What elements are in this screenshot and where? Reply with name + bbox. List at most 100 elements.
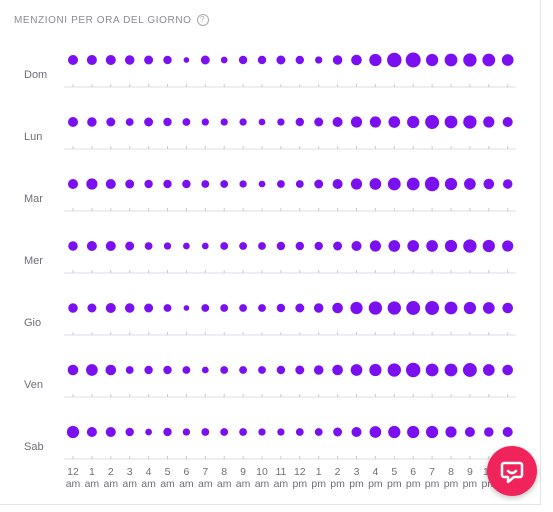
help-icon[interactable]: ? xyxy=(196,14,209,26)
dot-gio-16[interactable] xyxy=(368,301,383,315)
dot-ven-11[interactable] xyxy=(276,365,286,375)
dot-mar-20[interactable] xyxy=(444,177,458,191)
dot-sab-23[interactable] xyxy=(502,426,513,438)
dot-gio-17[interactable] xyxy=(387,301,401,315)
dot-sab-1[interactable] xyxy=(86,426,97,438)
dot-sab-12[interactable] xyxy=(295,428,304,436)
dot-lun-20[interactable] xyxy=(444,115,458,129)
dot-dom-22[interactable] xyxy=(482,53,496,67)
dot-lun-7[interactable] xyxy=(201,118,209,126)
dot-mar-17[interactable] xyxy=(387,177,401,191)
dot-dom-0[interactable] xyxy=(67,54,79,66)
dot-mar-6[interactable] xyxy=(182,179,191,189)
dot-lun-16[interactable] xyxy=(369,116,381,128)
dot-lun-1[interactable] xyxy=(87,117,97,127)
dot-mer-13[interactable] xyxy=(314,241,323,251)
dot-dom-7[interactable] xyxy=(200,55,210,65)
dot-lun-21[interactable] xyxy=(463,115,477,129)
dot-mer-8[interactable] xyxy=(220,242,229,250)
dot-mer-23[interactable] xyxy=(502,240,514,252)
dot-mer-21[interactable] xyxy=(463,239,477,253)
dot-dom-18[interactable] xyxy=(405,52,421,68)
dot-ven-16[interactable] xyxy=(369,363,382,377)
dot-mer-1[interactable] xyxy=(86,240,97,252)
dot-mer-5[interactable] xyxy=(163,242,172,250)
dot-dom-17[interactable] xyxy=(387,52,402,68)
dot-gio-9[interactable] xyxy=(239,304,248,312)
dot-gio-13[interactable] xyxy=(313,303,324,313)
dot-mar-13[interactable] xyxy=(314,179,324,189)
dot-ven-2[interactable] xyxy=(105,364,117,376)
dot-dom-9[interactable] xyxy=(238,55,248,65)
dot-lun-23[interactable] xyxy=(502,116,513,128)
dot-sab-17[interactable] xyxy=(388,425,401,439)
dot-gio-4[interactable] xyxy=(144,303,154,313)
dot-dom-6[interactable] xyxy=(183,57,190,63)
dot-lun-11[interactable] xyxy=(277,118,285,126)
dot-dom-12[interactable] xyxy=(295,55,304,65)
dot-mer-12[interactable] xyxy=(295,241,304,251)
dot-dom-23[interactable] xyxy=(501,54,514,66)
dot-mer-7[interactable] xyxy=(201,242,209,250)
dot-mer-2[interactable] xyxy=(105,240,116,252)
dot-mer-0[interactable] xyxy=(68,241,78,251)
dot-gio-19[interactable] xyxy=(425,301,440,315)
dot-lun-13[interactable] xyxy=(314,117,324,127)
dot-sab-9[interactable] xyxy=(239,428,248,436)
dot-mer-15[interactable] xyxy=(351,240,362,252)
dot-gio-20[interactable] xyxy=(444,301,458,315)
dot-gio-18[interactable] xyxy=(406,301,421,315)
dot-gio-0[interactable] xyxy=(68,303,78,313)
dot-sab-15[interactable] xyxy=(351,426,362,438)
dot-mer-9[interactable] xyxy=(239,242,248,250)
dot-dom-5[interactable] xyxy=(163,55,172,65)
dot-mer-18[interactable] xyxy=(407,240,420,252)
dot-mer-22[interactable] xyxy=(482,239,495,253)
dot-lun-4[interactable] xyxy=(144,117,154,127)
dot-mar-0[interactable] xyxy=(67,178,79,190)
dot-dom-19[interactable] xyxy=(425,53,439,67)
dot-gio-5[interactable] xyxy=(163,304,172,312)
dot-sab-19[interactable] xyxy=(425,425,439,439)
dot-mar-2[interactable] xyxy=(105,178,116,190)
dot-sab-11[interactable] xyxy=(277,428,285,436)
dot-mar-19[interactable] xyxy=(424,176,440,192)
dot-sab-20[interactable] xyxy=(445,426,457,438)
dot-dom-3[interactable] xyxy=(124,55,135,65)
dot-lun-15[interactable] xyxy=(350,116,363,128)
dot-lun-10[interactable] xyxy=(258,118,266,126)
dot-gio-14[interactable] xyxy=(332,302,343,314)
dot-ven-1[interactable] xyxy=(86,364,98,376)
dot-mar-11[interactable] xyxy=(276,180,285,188)
dot-lun-9[interactable] xyxy=(239,118,247,126)
dot-gio-6[interactable] xyxy=(183,305,190,311)
dot-ven-5[interactable] xyxy=(163,365,172,375)
dot-lun-0[interactable] xyxy=(67,116,79,128)
dot-ven-9[interactable] xyxy=(239,366,248,374)
dot-lun-17[interactable] xyxy=(388,116,401,128)
dot-mer-3[interactable] xyxy=(125,241,135,251)
dot-ven-6[interactable] xyxy=(182,366,191,374)
dot-sab-10[interactable] xyxy=(258,428,266,436)
dot-mer-11[interactable] xyxy=(276,241,286,251)
dot-sab-6[interactable] xyxy=(182,428,191,436)
dot-ven-8[interactable] xyxy=(220,366,229,374)
dot-sab-16[interactable] xyxy=(369,426,382,438)
dot-mar-16[interactable] xyxy=(369,178,382,190)
dot-dom-20[interactable] xyxy=(444,53,458,67)
dot-dom-1[interactable] xyxy=(86,54,97,66)
dot-mar-3[interactable] xyxy=(125,179,135,189)
dot-mer-17[interactable] xyxy=(388,240,401,252)
dot-mar-5[interactable] xyxy=(163,179,172,189)
dot-sab-2[interactable] xyxy=(105,426,116,438)
dot-sab-22[interactable] xyxy=(484,427,494,437)
dot-mar-22[interactable] xyxy=(483,178,495,190)
dot-ven-7[interactable] xyxy=(201,366,209,374)
chat-button[interactable] xyxy=(487,446,537,496)
dot-lun-3[interactable] xyxy=(125,118,134,126)
dot-gio-7[interactable] xyxy=(201,304,210,312)
dot-mer-4[interactable] xyxy=(144,242,153,250)
dot-ven-18[interactable] xyxy=(405,362,421,378)
dot-sab-21[interactable] xyxy=(464,426,475,438)
dot-gio-10[interactable] xyxy=(258,304,266,312)
